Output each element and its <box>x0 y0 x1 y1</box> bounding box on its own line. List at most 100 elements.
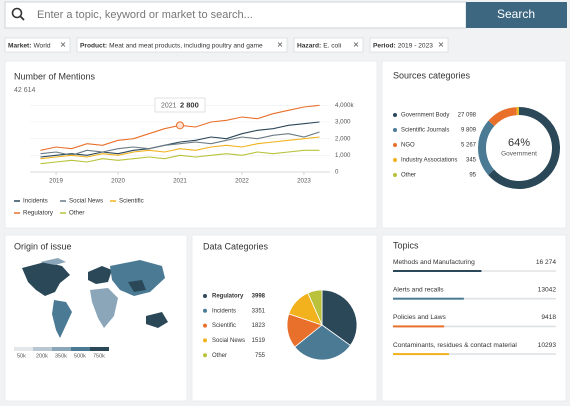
topic-name: Contaminants, residues & contact materia… <box>393 342 517 349</box>
legend-dot <box>203 338 207 343</box>
x-tick-label: 2023 <box>297 178 311 185</box>
filter-value: Meat and meat products, including poultr… <box>109 42 263 49</box>
map-europe <box>88 266 112 284</box>
category-value: 1823 <box>252 323 266 329</box>
filter-remove[interactable] <box>353 42 359 47</box>
legend-dot <box>203 353 207 358</box>
y-tick-label: 0 <box>335 169 339 176</box>
legend-dot <box>393 113 397 117</box>
map-africa <box>90 288 118 328</box>
legend-dot <box>203 294 207 298</box>
y-tick-label: 4,000k <box>335 102 354 109</box>
legend-swatch <box>14 347 33 351</box>
legend-dot <box>393 158 397 162</box>
filter-key: Period: <box>373 42 396 49</box>
legend-dot <box>203 323 207 328</box>
topic-bar <box>393 325 445 328</box>
filter-key: Product: <box>80 42 107 49</box>
filter-chip[interactable] <box>76 37 288 53</box>
map-legend-label: 50k <box>17 353 26 359</box>
filter-value: World <box>33 42 50 49</box>
legend-label: Scientific <box>119 198 144 205</box>
topic-name: Methods and Manufacturing <box>393 259 475 266</box>
donut-segment <box>488 107 560 189</box>
topic-value: 9418 <box>541 314 556 321</box>
legend-dot <box>393 128 397 132</box>
filter-text: Market: World <box>8 42 51 49</box>
category-name: Regulatory <box>212 294 244 300</box>
legend-swatch <box>71 347 90 351</box>
pie-slice <box>307 289 323 326</box>
legend-label: Incidents <box>23 198 48 205</box>
legend-dot <box>203 308 207 313</box>
filter-remove[interactable] <box>438 42 444 47</box>
topic-value: 13042 <box>538 286 557 293</box>
map-legend-label: 350k <box>55 353 67 359</box>
x-tick-label: 2020 <box>111 178 125 185</box>
total-mentions: 42 614 <box>14 87 36 94</box>
topic-name: Policies and Laws <box>393 314 446 321</box>
map-south-america <box>52 300 72 338</box>
mentions-panel <box>4 60 378 229</box>
map-legend-label: 200k <box>36 353 48 359</box>
category-value: 3351 <box>252 308 266 314</box>
topic-value: 10293 <box>538 342 557 349</box>
legend-dot <box>393 173 397 177</box>
tooltip-value: 2 800 <box>180 100 199 109</box>
panel-title: Sources categories <box>393 70 471 80</box>
filter-text: Product: Meat and meat products, includin… <box>80 42 263 49</box>
panel-title: Topics <box>393 240 419 250</box>
source-value: 345 <box>466 158 477 164</box>
source-value: 95 <box>469 173 476 179</box>
source-name: NGO <box>401 143 415 149</box>
tooltip-box <box>154 97 206 113</box>
legend-dot <box>393 143 397 147</box>
series-line <box>40 121 320 158</box>
category-value: 3998 <box>252 294 266 300</box>
filter-chip[interactable] <box>4 37 71 53</box>
source-name: Industry Associations <box>401 158 457 164</box>
topic-value: 16 274 <box>536 259 557 266</box>
donut-center-label: Government <box>501 151 537 158</box>
filter-key: Hazard: <box>297 42 321 49</box>
tooltip-x: 2021 <box>161 102 177 109</box>
legend-label: Other <box>69 210 84 217</box>
category-value: 755 <box>255 353 266 359</box>
search-icon <box>11 7 23 19</box>
map-australia <box>146 312 168 328</box>
legend-label: Regulatory <box>23 210 54 217</box>
search-placeholder: Enter a topic, keyword or market to sear… <box>37 9 253 21</box>
map-legend-label: 500k <box>74 353 86 359</box>
filter-value: E. coli <box>323 42 341 49</box>
legend-swatch <box>52 347 71 351</box>
donut-segment <box>478 120 495 175</box>
search-input[interactable] <box>4 1 467 29</box>
search-button[interactable] <box>466 2 567 28</box>
filter-remove[interactable] <box>60 42 66 47</box>
search-button-label: Search <box>497 7 535 21</box>
filter-chip[interactable] <box>293 37 364 53</box>
panel-title: Origin of issue <box>14 241 72 251</box>
filter-remove[interactable] <box>277 42 283 47</box>
category-name: Other <box>212 353 227 359</box>
topics-panel <box>381 234 567 402</box>
topic-bar <box>393 297 464 300</box>
filter-chip[interactable] <box>369 37 449 53</box>
source-value: 9 809 <box>461 128 477 134</box>
pie-slice <box>321 289 358 347</box>
y-tick-label: 2,000 <box>335 135 351 142</box>
filter-value: 2019 - 2023 <box>398 42 434 49</box>
filter-text: Period: 2019 - 2023 <box>373 42 433 49</box>
legend-label: Social News <box>69 198 103 205</box>
tooltip-marker <box>176 121 184 130</box>
map-greenland <box>40 258 66 265</box>
donut-segment <box>488 107 518 127</box>
donut-center-value: 64% <box>508 137 530 149</box>
world-map <box>22 258 168 338</box>
series-line <box>40 149 320 165</box>
source-name: Other <box>401 173 416 179</box>
x-tick-label: 2022 <box>235 178 249 185</box>
series-line <box>40 131 320 156</box>
source-value: 5 267 <box>461 143 477 149</box>
source-name: Scientific Journals <box>401 128 449 134</box>
